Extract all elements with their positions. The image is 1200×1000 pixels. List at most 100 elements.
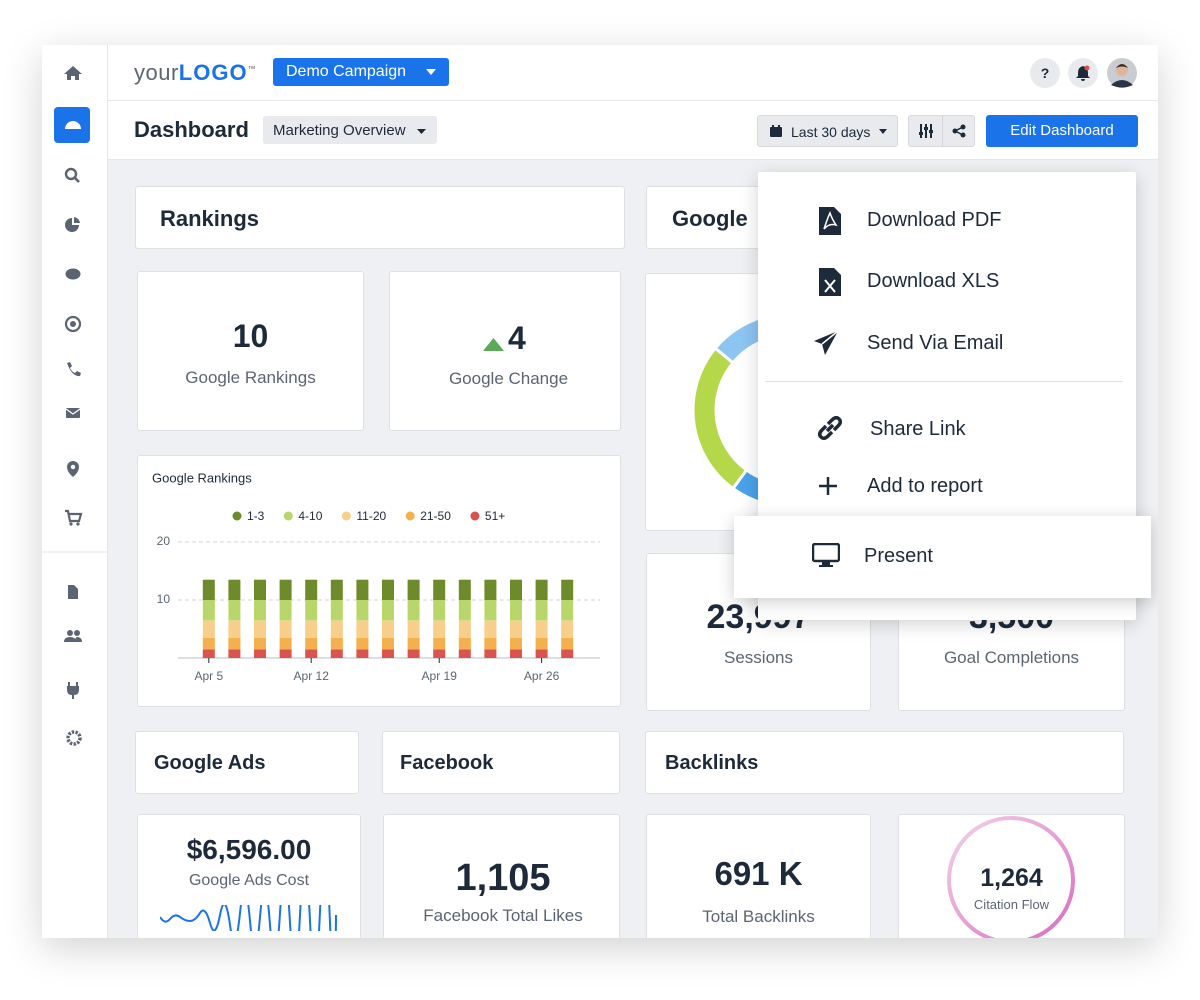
bar-segment: [535, 579, 548, 600]
icon-search[interactable]: [64, 167, 78, 181]
date-range-dropdown[interactable]: Last 30 days: [757, 115, 898, 147]
help-label: ?: [1040, 65, 1050, 81]
metric-value: $6,596.00: [186, 834, 312, 865]
bar-segment: [305, 649, 318, 658]
logo-mark: ™: [247, 64, 256, 74]
bar-segment: [382, 620, 394, 638]
bar-segment: [305, 620, 318, 638]
icon-phone[interactable]: [67, 362, 81, 377]
bar-segment: [279, 620, 292, 638]
bar-segment: [433, 649, 446, 658]
menu-item[interactable]: Add to report: [867, 475, 983, 497]
bar-segment: [433, 600, 446, 621]
icon-filters[interactable]: [919, 124, 933, 138]
bar-segment: [561, 637, 574, 650]
metric-label: Facebook Total Likes: [423, 906, 583, 925]
icon-calendar: [770, 125, 782, 137]
sparkline: [160, 905, 337, 931]
logo-brand: LOGO: [178, 60, 248, 85]
metric-label: Google Ads Cost: [188, 872, 310, 889]
bar-segment: [407, 649, 420, 658]
icon-monitor: [812, 543, 840, 567]
icon-users[interactable]: [67, 630, 73, 636]
icon-home[interactable]: [64, 66, 82, 80]
icon-plug[interactable]: [68, 682, 78, 686]
bar-segment: [228, 600, 241, 621]
bar-segment: [330, 579, 343, 600]
metric-card: [389, 271, 621, 431]
legend-label: 21-50: [420, 509, 451, 523]
icon-mail[interactable]: [66, 408, 80, 418]
bar-segment: [458, 579, 471, 600]
bar-segment: [407, 600, 420, 621]
icon-link: [818, 416, 842, 440]
bar-segment: [484, 620, 497, 638]
bar-segment: [535, 649, 548, 658]
help-button[interactable]: ?: [1030, 58, 1060, 88]
bar-segment: [535, 600, 548, 621]
bar-chart: Google Rankings 1-3 4-10 11-20 21-50 51+ 10 20…: [152, 470, 600, 683]
metric-value: 1,264: [980, 864, 1043, 892]
page-title: Dashboard: [134, 117, 249, 142]
edit-dashboard-label: Edit Dashboard: [1010, 122, 1114, 139]
bar-segment: [228, 637, 241, 650]
logo[interactable]: yourLOGO™: [134, 62, 256, 84]
bar-segment: [279, 579, 292, 600]
logo-prefix: your: [134, 60, 179, 85]
notifications-button[interactable]: [1068, 58, 1098, 88]
bar-segment: [279, 600, 292, 621]
menu-item[interactable]: Download PDF: [867, 209, 1002, 231]
section-title: Rankings: [160, 206, 260, 231]
section-title: Google Ads: [154, 752, 266, 774]
bar-segment: [228, 620, 241, 638]
bar-segment: [510, 620, 522, 638]
metric-label: Citation Flow: [973, 897, 1050, 912]
bar-segment: [382, 579, 394, 600]
x-tick-label: Apr 12: [294, 669, 330, 683]
bar-segment: [356, 649, 369, 658]
menu-item[interactable]: Send Via Email: [867, 332, 1004, 354]
icon-cart[interactable]: [65, 509, 83, 523]
menu-item[interactable]: Share Link: [870, 418, 966, 440]
bar-segment: [254, 620, 266, 638]
icon-target[interactable]: [64, 315, 82, 333]
bar-segment: [458, 620, 471, 638]
present-item[interactable]: [734, 516, 1151, 598]
bar-segment: [356, 600, 369, 621]
bar-segment: [382, 649, 394, 658]
bar-segment: [254, 649, 266, 658]
icon-dashboard[interactable]: [65, 121, 81, 129]
metric-value: 1,105: [455, 857, 551, 899]
bar-segment: [510, 637, 522, 650]
bar-segment: [202, 579, 215, 600]
icon-file[interactable]: [68, 585, 78, 599]
citation-gauge: [947, 816, 1075, 938]
edit-dashboard-button[interactable]: Edit Dashboard: [986, 115, 1138, 147]
bar-segment: [202, 600, 215, 621]
legend-label: 1-3: [247, 509, 265, 523]
icon-settings[interactable]: [66, 730, 82, 746]
view-dropdown[interactable]: Marketing Overview: [263, 116, 437, 144]
metric-value: 10: [232, 318, 269, 354]
donut-segment: [691, 346, 749, 491]
campaign-dropdown[interactable]: Demo Campaign: [273, 58, 449, 86]
bar-segment: [330, 649, 343, 658]
menu-item[interactable]: Download XLS: [867, 270, 1000, 292]
menu-divider: [765, 381, 1123, 382]
user-avatar[interactable]: [1107, 58, 1137, 88]
icon-pdf: [819, 207, 841, 235]
bar-segment: [356, 620, 369, 638]
legend-dot: [341, 511, 351, 521]
x-tick-label: Apr 5: [194, 669, 223, 683]
metric-value: 4: [508, 320, 526, 356]
icon-share[interactable]: [952, 124, 966, 138]
metric-card: [898, 814, 1125, 938]
view-label: Marketing Overview: [273, 122, 406, 139]
up-arrow: [483, 338, 504, 351]
menu-item[interactable]: Present: [864, 545, 933, 567]
bar-segment: [510, 600, 522, 621]
bar-segment: [305, 579, 318, 600]
icon-pie[interactable]: [65, 217, 80, 232]
icon-chat[interactable]: [65, 268, 81, 280]
